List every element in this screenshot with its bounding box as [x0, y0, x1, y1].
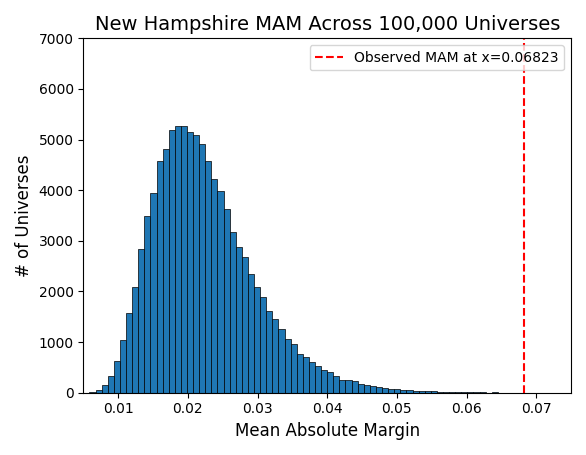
Title: New Hampshire MAM Across 100,000 Universes: New Hampshire MAM Across 100,000 Univers… [94, 15, 560, 34]
Bar [364, 385, 370, 393]
Bar [285, 339, 291, 393]
Bar [169, 130, 175, 393]
Bar [278, 329, 285, 393]
Bar [175, 126, 181, 393]
Bar [297, 354, 303, 393]
Bar [144, 216, 151, 393]
Bar [437, 392, 443, 393]
Bar [303, 357, 309, 393]
Bar [96, 390, 102, 393]
Bar [400, 390, 407, 393]
Bar [205, 161, 212, 393]
Bar [236, 247, 242, 393]
Bar [199, 144, 205, 393]
Bar [248, 274, 254, 393]
Bar [382, 388, 388, 393]
Bar [260, 297, 266, 393]
Bar [138, 249, 144, 393]
Bar [376, 387, 382, 393]
Bar [272, 319, 278, 393]
Bar [126, 313, 132, 393]
Bar [120, 340, 126, 393]
Bar [230, 232, 236, 393]
Bar [193, 135, 199, 393]
Bar [254, 287, 260, 393]
Bar [217, 191, 224, 393]
Bar [151, 193, 156, 393]
Bar [449, 392, 455, 393]
X-axis label: Mean Absolute Margin: Mean Absolute Margin [234, 422, 420, 440]
Bar [357, 384, 364, 393]
Bar [102, 385, 108, 393]
Bar [132, 287, 138, 393]
Bar [394, 389, 400, 393]
Legend: Observed MAM at x=0.06823: Observed MAM at x=0.06823 [309, 46, 564, 71]
Bar [413, 391, 418, 393]
Bar [187, 131, 193, 393]
Bar [291, 344, 297, 393]
Bar [333, 376, 339, 393]
Bar [431, 391, 437, 393]
Bar [339, 379, 346, 393]
Bar [156, 161, 163, 393]
Bar [181, 126, 187, 393]
Bar [212, 179, 217, 393]
Bar [114, 361, 120, 393]
Bar [443, 392, 449, 393]
Bar [479, 392, 486, 393]
Bar [388, 389, 394, 393]
Bar [327, 372, 333, 393]
Bar [425, 391, 431, 393]
Bar [407, 390, 413, 393]
Bar [315, 365, 321, 393]
Bar [224, 209, 230, 393]
Bar [309, 362, 315, 393]
Y-axis label: # of Universes: # of Universes [15, 154, 33, 277]
Bar [266, 311, 272, 393]
Bar [108, 376, 114, 393]
Bar [346, 379, 352, 393]
Observed MAM at x=0.06823 [520, 390, 527, 395]
Bar [455, 392, 461, 393]
Bar [163, 149, 169, 393]
Bar [370, 386, 376, 393]
Observed MAM at x=0.06823 [520, 390, 527, 395]
Bar [418, 391, 425, 393]
Bar [461, 392, 468, 393]
Bar [90, 392, 96, 393]
Bar [242, 257, 248, 393]
Bar [352, 381, 357, 393]
Bar [321, 370, 327, 393]
